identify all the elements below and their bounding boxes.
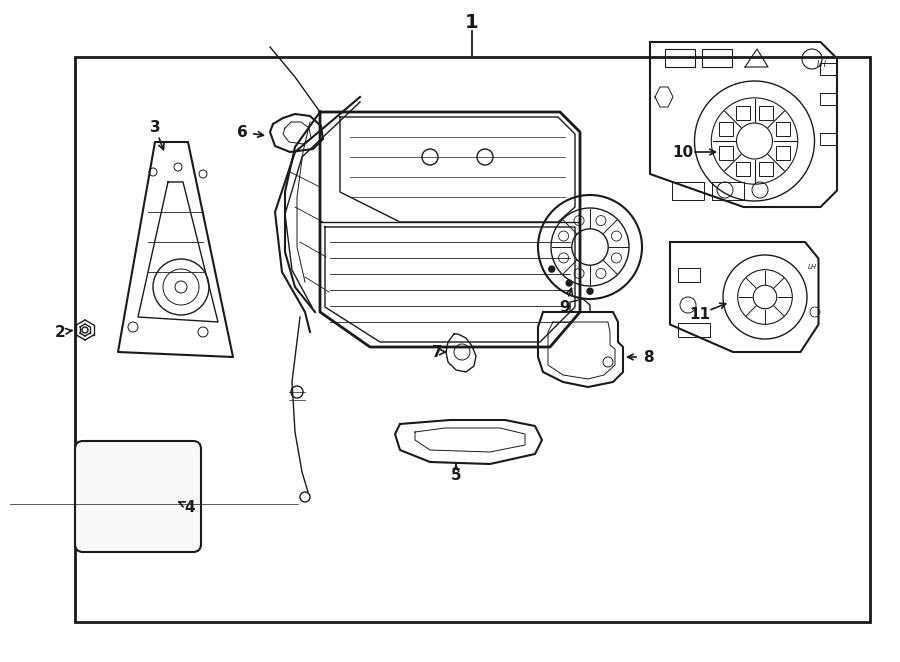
- Bar: [736, 162, 750, 176]
- Text: LH: LH: [817, 60, 827, 68]
- Bar: [760, 162, 773, 176]
- Bar: [719, 122, 733, 136]
- Text: LH: LH: [807, 264, 816, 270]
- Text: 4: 4: [184, 500, 195, 514]
- Text: 5: 5: [451, 469, 462, 483]
- Bar: [760, 106, 773, 120]
- Circle shape: [549, 266, 554, 272]
- Circle shape: [587, 288, 593, 294]
- Bar: [736, 106, 750, 120]
- Bar: [75, 57, 870, 622]
- FancyBboxPatch shape: [75, 441, 201, 552]
- Text: 10: 10: [672, 144, 694, 160]
- Text: 9: 9: [560, 299, 571, 314]
- Bar: [672, 182, 704, 200]
- Text: 11: 11: [689, 307, 710, 322]
- Bar: [702, 49, 732, 67]
- Text: 1: 1: [465, 13, 479, 32]
- Text: 3: 3: [149, 120, 160, 134]
- Bar: [820, 63, 836, 75]
- Circle shape: [566, 280, 572, 286]
- Text: 6: 6: [237, 124, 248, 140]
- Bar: [776, 146, 790, 160]
- Bar: [776, 122, 790, 136]
- Text: 8: 8: [643, 350, 653, 365]
- Bar: [820, 133, 836, 145]
- Text: 7: 7: [432, 344, 442, 359]
- Bar: [820, 93, 836, 105]
- Bar: [678, 268, 700, 282]
- Text: 2: 2: [55, 324, 66, 340]
- Bar: [678, 323, 710, 337]
- Bar: [719, 146, 733, 160]
- Bar: [665, 49, 695, 67]
- Bar: [712, 182, 744, 200]
